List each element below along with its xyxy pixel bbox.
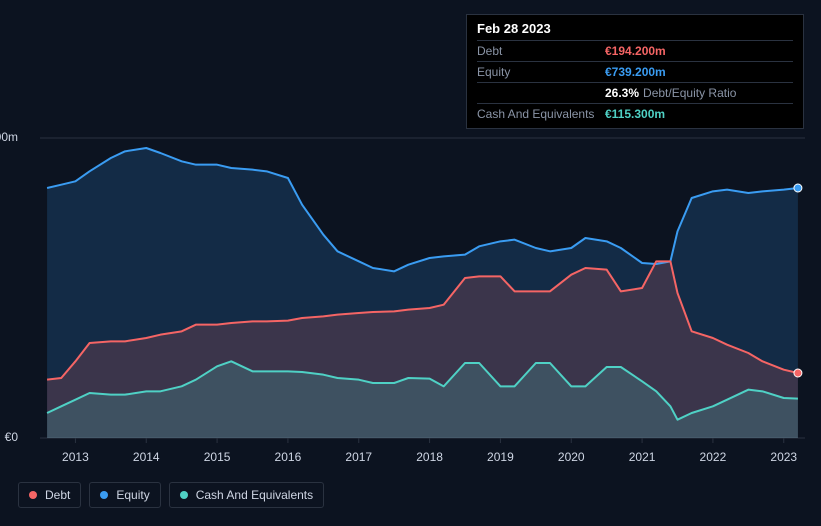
- tooltip-row-cash: Cash And Equivalents €115.300m: [477, 103, 793, 124]
- chart-tooltip: Feb 28 2023 Debt €194.200m Equity €739.2…: [466, 14, 804, 129]
- x-axis-label: 2018: [416, 450, 443, 464]
- x-axis-label: 2022: [700, 450, 727, 464]
- chart-legend: Debt Equity Cash And Equivalents: [18, 482, 324, 508]
- x-axis-label: 2013: [62, 450, 89, 464]
- tooltip-value: €194.200m: [605, 44, 666, 58]
- tooltip-row-equity: Equity €739.200m: [477, 61, 793, 82]
- tooltip-value: €739.200m: [605, 65, 666, 79]
- tooltip-row-debt: Debt €194.200m: [477, 40, 793, 61]
- x-axis-label: 2019: [487, 450, 514, 464]
- x-axis-label: 2020: [558, 450, 585, 464]
- tooltip-row-ratio: 26.3%Debt/Equity Ratio: [477, 82, 793, 103]
- legend-item-debt[interactable]: Debt: [18, 482, 81, 508]
- legend-label: Cash And Equivalents: [196, 488, 313, 502]
- tooltip-label: [477, 86, 605, 100]
- legend-dot: [29, 491, 37, 499]
- x-axis-label: 2014: [133, 450, 160, 464]
- legend-item-equity[interactable]: Equity: [89, 482, 160, 508]
- y-axis-label: €0: [0, 430, 18, 444]
- tooltip-value: €115.300m: [605, 107, 665, 121]
- tooltip-value: 26.3%Debt/Equity Ratio: [605, 86, 736, 100]
- legend-dot: [100, 491, 108, 499]
- tooltip-date: Feb 28 2023: [477, 21, 793, 40]
- tooltip-label: Equity: [477, 65, 605, 79]
- x-axis-label: 2023: [770, 450, 797, 464]
- legend-item-cash[interactable]: Cash And Equivalents: [169, 482, 324, 508]
- tooltip-label: Debt: [477, 44, 605, 58]
- legend-label: Debt: [45, 488, 70, 502]
- x-axis-label: 2017: [345, 450, 372, 464]
- tooltip-label: Cash And Equivalents: [477, 107, 605, 121]
- x-axis-label: 2021: [629, 450, 656, 464]
- x-axis-label: 2016: [275, 450, 302, 464]
- x-axis-label: 2015: [204, 450, 231, 464]
- legend-dot: [180, 491, 188, 499]
- y-axis-label: €900m: [0, 130, 18, 144]
- legend-label: Equity: [116, 488, 149, 502]
